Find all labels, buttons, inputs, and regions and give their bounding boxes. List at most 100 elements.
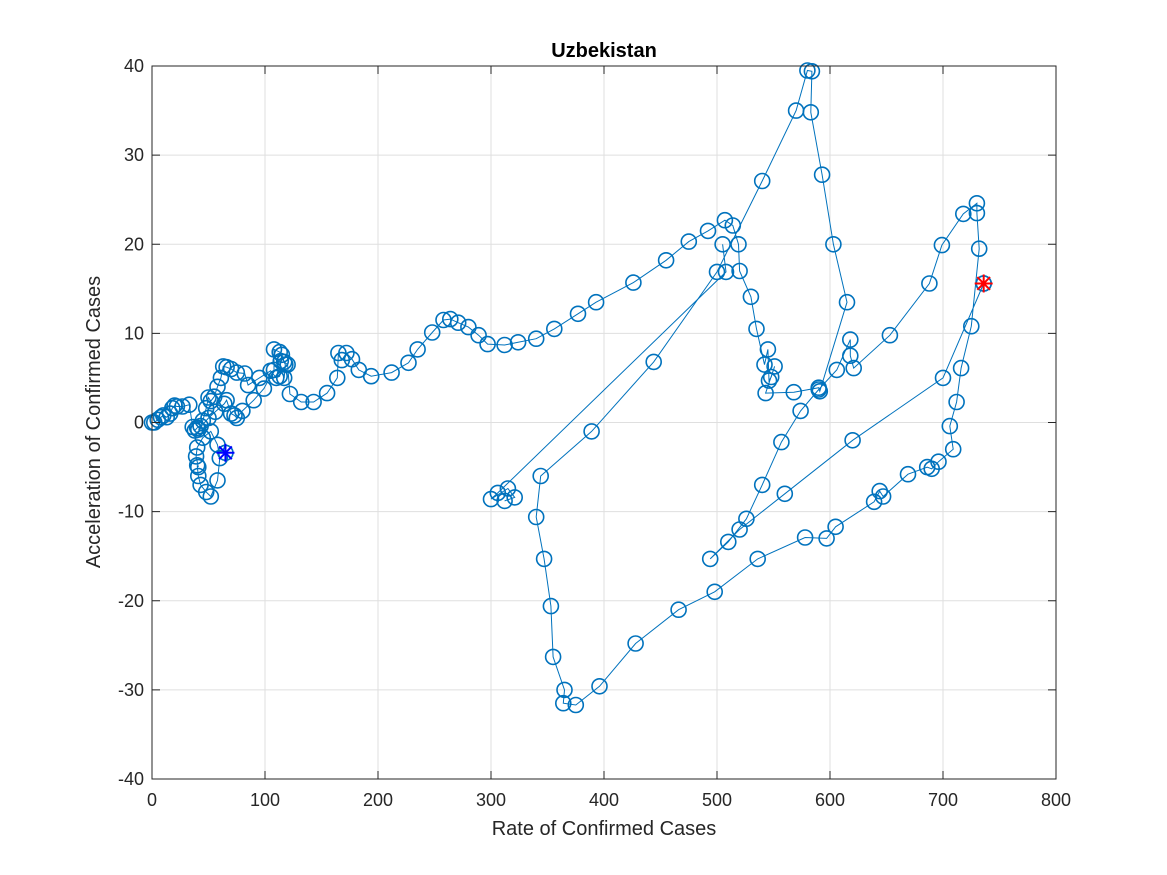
chart-title: Uzbekistan xyxy=(551,40,657,62)
data-point xyxy=(527,330,545,348)
data-point xyxy=(762,368,780,386)
data-point xyxy=(535,550,553,568)
data-point xyxy=(545,320,563,338)
series-3 xyxy=(190,341,294,438)
data-point xyxy=(670,601,687,619)
data-point xyxy=(717,263,735,281)
data-point xyxy=(756,356,773,373)
data-point xyxy=(645,353,663,371)
start-marker-stroke xyxy=(218,445,233,460)
data-point xyxy=(228,364,246,381)
data-point xyxy=(190,467,207,485)
data-point xyxy=(954,205,972,223)
data-point xyxy=(719,533,737,551)
data-point xyxy=(810,381,828,398)
data-point xyxy=(921,275,938,292)
x-tick-label: 200 xyxy=(363,790,393,810)
data-point xyxy=(212,369,230,387)
data-point xyxy=(197,483,215,501)
data-point xyxy=(152,408,170,426)
data-point xyxy=(625,274,642,291)
x-tick-label: 800 xyxy=(1041,790,1071,810)
data-point xyxy=(255,380,273,397)
data-point xyxy=(759,341,777,358)
data-point xyxy=(749,550,767,568)
data-point xyxy=(265,361,283,379)
data-point xyxy=(930,453,947,471)
y-tick-label: -10 xyxy=(118,502,144,522)
data-point xyxy=(441,310,459,328)
data-point xyxy=(838,293,856,311)
series-4 xyxy=(482,236,735,510)
data-point xyxy=(328,369,346,387)
data-point xyxy=(773,433,790,451)
data-point xyxy=(811,382,829,400)
data-point xyxy=(470,326,487,344)
data-point xyxy=(701,550,719,568)
x-tick-label: 700 xyxy=(928,790,958,810)
series-line xyxy=(490,244,727,502)
data-point xyxy=(714,236,731,253)
data-point xyxy=(627,635,644,652)
data-point xyxy=(188,439,206,456)
data-point xyxy=(841,347,859,365)
data-point xyxy=(818,530,835,547)
data-point xyxy=(587,293,605,311)
y-tick-label: 30 xyxy=(124,145,144,165)
series-line xyxy=(197,348,286,430)
data-point xyxy=(742,288,760,306)
y-tick-label: 20 xyxy=(124,234,144,254)
data-point xyxy=(194,429,212,447)
y-tick-label: -30 xyxy=(118,680,144,700)
data-point xyxy=(825,236,842,253)
end-marker-stroke xyxy=(976,276,991,291)
data-point xyxy=(567,696,585,714)
data-point xyxy=(708,263,726,281)
data-point xyxy=(944,440,962,458)
data-point xyxy=(962,317,980,335)
end-marker xyxy=(974,274,993,293)
data-point xyxy=(757,384,774,402)
data-point xyxy=(699,222,717,240)
data-point xyxy=(787,102,805,119)
data-point xyxy=(234,402,251,420)
data-point xyxy=(813,166,831,183)
data-point xyxy=(245,391,262,409)
data-point xyxy=(200,389,217,406)
data-point xyxy=(318,384,336,402)
data-point xyxy=(881,326,899,344)
y-tick-label: 0 xyxy=(134,413,144,433)
data-point xyxy=(968,204,986,222)
data-point xyxy=(449,314,467,332)
data-point xyxy=(760,372,778,389)
x-tick-label: 300 xyxy=(476,790,506,810)
data-point xyxy=(281,385,299,403)
data-point xyxy=(209,378,226,396)
data-point xyxy=(174,398,191,415)
data-point xyxy=(202,488,220,505)
data-point xyxy=(934,369,952,387)
data-point xyxy=(158,408,175,426)
data-point xyxy=(731,521,748,538)
data-point xyxy=(168,398,186,415)
data-point xyxy=(874,488,892,505)
data-point xyxy=(554,694,572,712)
data-point xyxy=(731,262,748,280)
data-point xyxy=(680,233,698,250)
data-point xyxy=(544,648,562,666)
data-point xyxy=(583,423,600,440)
data-point xyxy=(423,324,441,341)
data-point xyxy=(222,405,240,422)
x-axis-label: Rate of Confirmed Cases xyxy=(492,818,717,840)
data-point xyxy=(591,677,608,695)
data-point xyxy=(226,407,243,424)
data-point xyxy=(730,236,747,253)
data-point xyxy=(305,393,322,411)
data-point xyxy=(527,508,545,526)
data-point xyxy=(532,467,550,485)
data-point xyxy=(841,331,859,348)
data-point xyxy=(181,396,198,414)
data-point xyxy=(657,251,675,269)
data-point xyxy=(338,344,355,362)
